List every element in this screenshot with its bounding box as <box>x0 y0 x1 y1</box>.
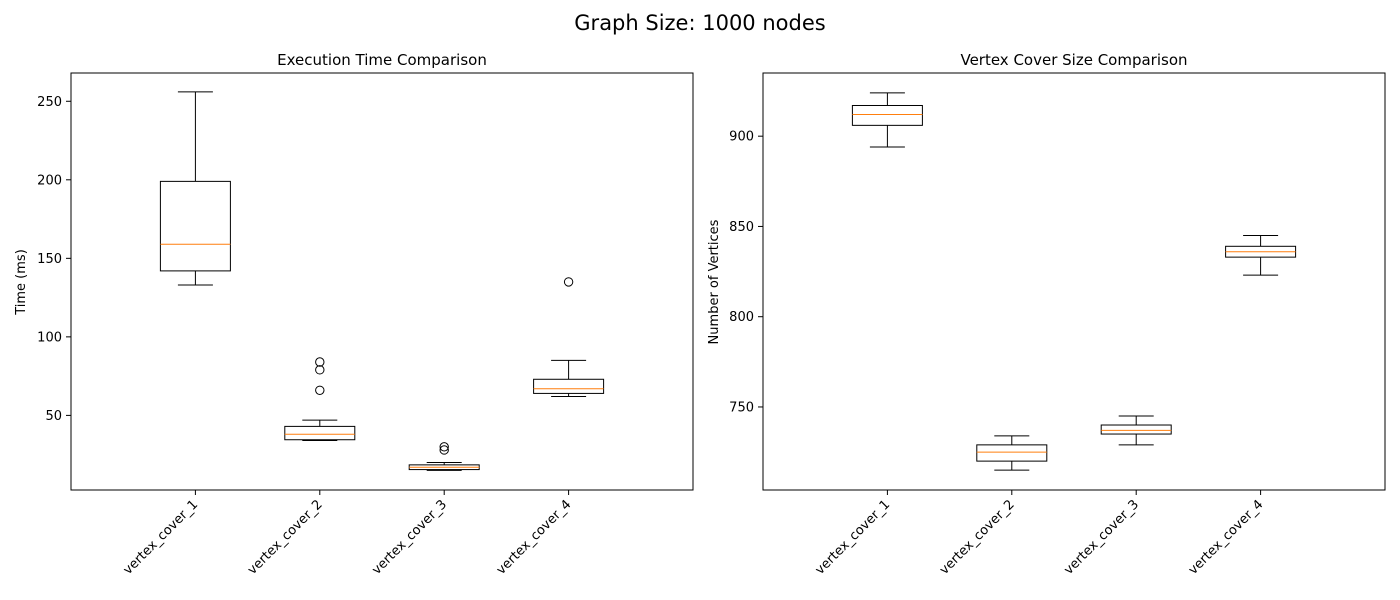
y-tick-label-time-50: 50 <box>45 409 62 424</box>
x-tick-label-time-2: vertex_cover_2 <box>245 497 326 578</box>
x-tick-label-size-2: vertex_cover_2 <box>937 497 1018 578</box>
x-tick-label-time-3: vertex_cover_3 <box>369 497 450 578</box>
y-tick-label-size-850: 850 <box>729 220 754 235</box>
iqr-box <box>284 425 356 441</box>
x-tick-label-size-1: vertex_cover_1 <box>813 497 894 578</box>
iqr-box <box>976 444 1048 462</box>
iqr-box <box>851 104 923 126</box>
y-tick-label-size-900: 900 <box>729 130 754 145</box>
x-tick-label-size-3: vertex_cover_3 <box>1061 497 1142 578</box>
plot-frame-size <box>762 72 1386 491</box>
y-tick-label-size-750: 750 <box>729 400 754 415</box>
box-size-3 <box>1100 415 1172 446</box>
box-time-1 <box>159 91 231 286</box>
execution-time-ylabel: Time (ms) <box>14 249 29 316</box>
outlier-point-1 <box>439 445 449 455</box>
outlier-point-3 <box>315 357 325 367</box>
y-tick-label-time-150: 150 <box>37 252 62 267</box>
vertex-cover-size-title: Vertex Cover Size Comparison <box>960 51 1187 69</box>
execution-time-title: Execution Time Comparison <box>277 51 487 69</box>
figure-suptitle: Graph Size: 1000 nodes <box>574 11 825 35</box>
box-time-2 <box>284 357 356 442</box>
box-size-4 <box>1225 234 1297 276</box>
vertex-cover-size-panel: Vertex Cover Size Comparison Number of V… <box>707 51 1386 578</box>
x-tick-label-size-4: vertex_cover_4 <box>1186 497 1267 578</box>
iqr-box <box>159 180 231 272</box>
execution-time-panel: Execution Time Comparison Time (ms) 50 10… <box>14 51 694 578</box>
y-tick-label-time-200: 200 <box>37 173 62 188</box>
box-size-2 <box>976 435 1048 471</box>
iqr-box <box>1100 424 1172 435</box>
box-size-1 <box>851 92 923 148</box>
iqr-box <box>533 378 605 394</box>
y-tick-label-time-250: 250 <box>37 95 62 110</box>
outlier-point-2 <box>439 442 449 452</box>
outlier-point-1 <box>315 385 325 395</box>
box-time-3 <box>408 442 480 471</box>
y-tick-label-size-800: 800 <box>729 310 754 325</box>
outlier-point-1 <box>563 277 574 287</box>
x-tick-label-time-4: vertex_cover_4 <box>494 497 575 578</box>
y-tick-label-time-100: 100 <box>37 330 62 345</box>
outlier-point-2 <box>315 365 325 375</box>
vertex-cover-size-ylabel: Number of Vertices <box>707 219 722 344</box>
x-tick-label-time-1: vertex_cover_1 <box>121 497 202 578</box>
box-time-4 <box>533 277 605 398</box>
plot-frame-time <box>70 72 694 491</box>
